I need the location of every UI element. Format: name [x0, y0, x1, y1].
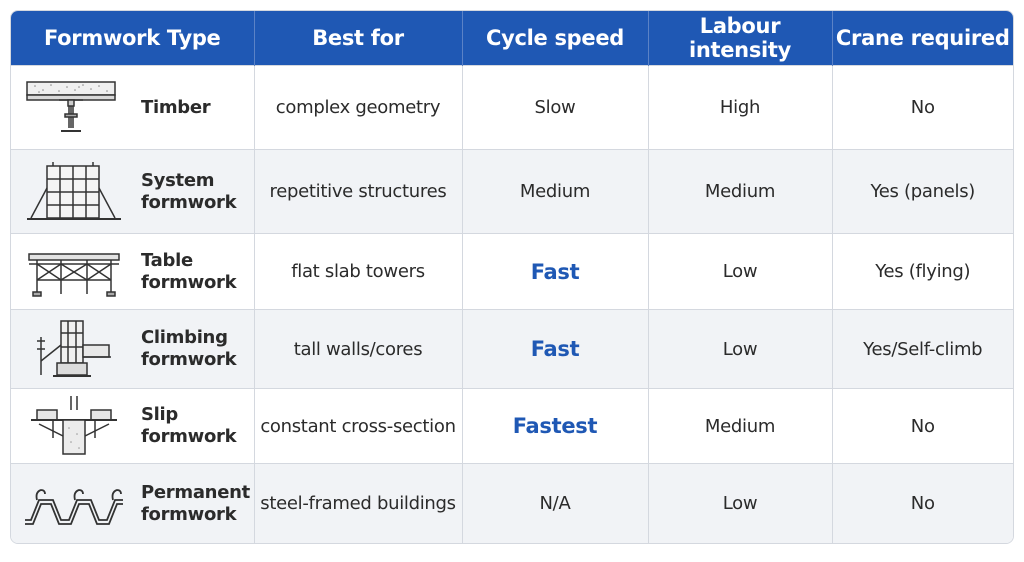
type-cell: Slip formwork	[11, 388, 255, 464]
crane-required-cell: No	[832, 388, 1013, 464]
cycle-speed-cell: N/A	[462, 463, 649, 543]
formwork-type-name: Timber	[141, 96, 211, 118]
formwork-comparison-table: Formwork Type Best for Cycle speed Labou…	[10, 10, 1014, 544]
best-for-cell: flat slab towers	[254, 233, 463, 310]
labour-intensity-cell: High	[648, 65, 833, 150]
header-crane-required: Crane required	[832, 11, 1013, 66]
climbing-formwork-icon	[23, 317, 125, 381]
table-row: Climbing formwork tall walls/cores Fast …	[11, 309, 1013, 389]
table-row: Permanent formwork steel-framed building…	[11, 463, 1013, 543]
type-cell: Table formwork	[11, 233, 255, 310]
type-cell: Climbing formwork	[11, 309, 255, 389]
best-for-cell: tall walls/cores	[254, 309, 463, 389]
slip-formwork-icon	[23, 394, 125, 458]
table-row: System formwork repetitive structures Me…	[11, 149, 1013, 234]
labour-intensity-cell: Low	[648, 233, 833, 310]
labour-intensity-cell: Medium	[648, 388, 833, 464]
cycle-speed-cell: Fastest	[462, 388, 649, 464]
crane-required-cell: Yes/Self-climb	[832, 309, 1013, 389]
header-row: Formwork Type Best for Cycle speed Labou…	[11, 11, 1013, 66]
comparison-table: Formwork Type Best for Cycle speed Labou…	[11, 11, 1013, 543]
best-for-cell: constant cross-section	[254, 388, 463, 464]
cycle-speed-emphasis: Fast	[530, 337, 580, 361]
labour-intensity-cell: Low	[648, 463, 833, 543]
formwork-type-name: System formwork	[141, 169, 237, 213]
header-labour-intensity: Labour intensity	[648, 11, 833, 66]
table-formwork-icon	[23, 240, 125, 304]
permanent-formwork-icon	[23, 472, 125, 536]
cycle-speed-cell: Slow	[462, 65, 649, 150]
formwork-type-name: Permanent formwork	[141, 481, 250, 525]
type-cell: Timber	[11, 65, 255, 150]
crane-required-cell: Yes (panels)	[832, 149, 1013, 234]
formwork-type-name: Table formwork	[141, 249, 237, 293]
formwork-type-name: Slip formwork	[141, 404, 237, 447]
table-row: Timber complex geometry Slow High No	[11, 65, 1013, 150]
best-for-cell: repetitive structures	[254, 149, 463, 234]
table-row: Table formwork flat slab towers Fast Low…	[11, 233, 1013, 310]
timber-formwork-icon	[23, 76, 125, 140]
cycle-speed-cell: Fast	[462, 233, 649, 310]
crane-required-cell: No	[832, 65, 1013, 150]
cycle-speed-cell: Medium	[462, 149, 649, 234]
header-formwork-type: Formwork Type	[11, 11, 255, 66]
type-cell: System formwork	[11, 149, 255, 234]
system-formwork-icon	[23, 160, 125, 224]
formwork-type-name: Climbing formwork	[141, 327, 237, 370]
type-cell: Permanent formwork	[11, 463, 255, 543]
cycle-speed-emphasis: Fastest	[512, 414, 598, 438]
table-row: Slip formwork constant cross-section Fas…	[11, 388, 1013, 464]
labour-intensity-cell: Medium	[648, 149, 833, 234]
header-cycle-speed: Cycle speed	[462, 11, 649, 66]
best-for-cell: complex geometry	[254, 65, 463, 150]
cycle-speed-cell: Fast	[462, 309, 649, 389]
best-for-cell: steel-framed buildings	[254, 463, 463, 543]
labour-intensity-cell: Low	[648, 309, 833, 389]
cycle-speed-emphasis: Fast	[530, 259, 580, 284]
header-best-for: Best for	[254, 11, 463, 66]
crane-required-cell: No	[832, 463, 1013, 543]
crane-required-cell: Yes (flying)	[832, 233, 1013, 310]
